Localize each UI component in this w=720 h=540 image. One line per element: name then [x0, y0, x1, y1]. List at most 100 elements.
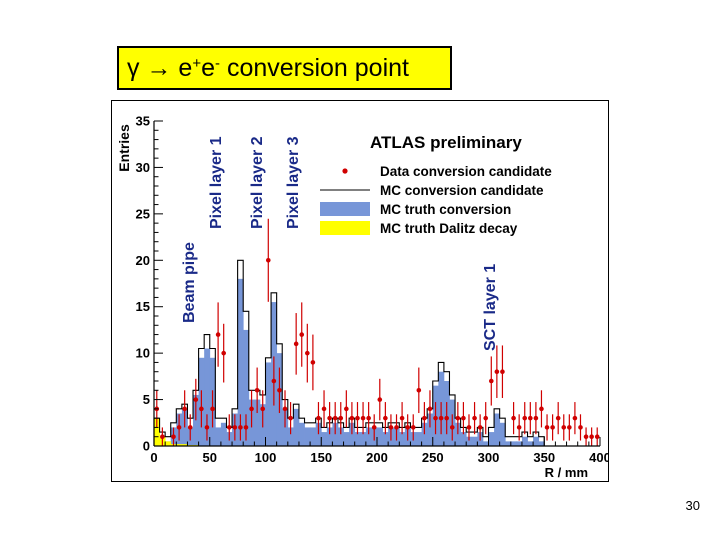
data-marker — [232, 425, 238, 430]
data-point-12 — [226, 414, 232, 441]
plot-area-background — [154, 121, 600, 446]
data-marker — [511, 415, 516, 421]
bar-truth-conversion-66 — [521, 436, 528, 446]
bar-truth-conversion-26 — [298, 422, 305, 446]
data-point-39 — [377, 378, 383, 421]
data-marker — [204, 425, 210, 430]
legend-entry-1: MC conversion candidate — [320, 183, 544, 198]
bar-truth-conversion-63 — [505, 441, 512, 446]
data-point-74 — [578, 414, 583, 441]
data-marker — [528, 415, 533, 421]
data-point-32 — [338, 402, 344, 435]
title-text: conversion point — [226, 54, 409, 82]
data-marker — [461, 415, 466, 421]
data-point-23 — [288, 402, 293, 435]
data-point-18 — [260, 390, 266, 428]
data-marker — [399, 415, 405, 421]
data-marker — [594, 434, 600, 440]
bar-dalitz-4 — [176, 444, 183, 446]
bar-truth-conversion-64 — [510, 441, 517, 446]
data-marker — [544, 425, 550, 430]
data-point-68 — [544, 414, 550, 441]
bar-truth-conversion-33 — [337, 427, 344, 446]
bar-truth-conversion-31 — [326, 427, 333, 446]
data-marker — [215, 332, 221, 337]
data-marker — [433, 415, 438, 421]
bar-truth-conversion-16 — [243, 329, 250, 446]
data-marker — [516, 425, 522, 430]
data-marker — [176, 425, 182, 430]
data-point-67 — [539, 390, 544, 428]
data-marker — [238, 425, 243, 430]
x-tick-label: 400 — [589, 450, 608, 465]
data-point-7 — [199, 390, 204, 428]
bar-truth-conversion-67 — [527, 441, 534, 446]
data-point-55 — [466, 414, 472, 441]
data-marker — [449, 425, 455, 430]
y-tick-label: 20 — [136, 253, 150, 268]
page-number: 30 — [685, 498, 700, 513]
chart-title: ATLAS preliminary — [370, 133, 522, 152]
data-point-63 — [516, 414, 522, 441]
title-plus-sign: + — [192, 55, 202, 72]
data-marker — [550, 425, 555, 430]
data-point-45 — [410, 414, 416, 441]
data-marker — [332, 415, 338, 421]
bar-truth-conversion-61 — [494, 413, 501, 446]
data-marker — [226, 425, 232, 430]
annotation-pixel-layer-2: Pixel layer 2 — [249, 136, 266, 229]
data-marker — [438, 415, 444, 421]
data-marker — [444, 415, 449, 421]
x-axis-label: R / mm — [545, 465, 588, 480]
data-marker — [572, 415, 578, 421]
x-tick-label: 100 — [255, 450, 277, 465]
data-point-24 — [293, 313, 299, 375]
data-point-53 — [455, 402, 461, 435]
data-point-1 — [160, 427, 165, 446]
data-point-11 — [221, 323, 226, 383]
data-marker — [466, 425, 472, 430]
data-point-36 — [360, 402, 366, 435]
conversion-radius-histogram: 0 50 100 150 200 250 300 350 400 0 5 10 15 20 25 30 35 B… — [116, 114, 611, 481]
bar-truth-conversion-15 — [237, 278, 244, 446]
data-marker — [271, 378, 277, 384]
data-marker — [160, 434, 165, 440]
data-marker — [249, 406, 254, 412]
legend-entry-3: MC truth Dalitz decay — [320, 221, 518, 236]
data-marker — [578, 425, 583, 430]
data-point-73 — [572, 402, 578, 435]
bar-truth-conversion-54 — [455, 422, 462, 446]
data-point-30 — [327, 402, 332, 435]
bar-truth-conversion-9 — [204, 348, 211, 446]
slide-title: γ → e+e- conversion point — [117, 46, 452, 90]
data-point-13 — [232, 414, 238, 441]
data-point-56 — [472, 402, 477, 435]
data-marker — [371, 425, 377, 430]
data-point-66 — [533, 402, 539, 435]
title-minus-sign: - — [214, 55, 220, 72]
bar-dalitz-5 — [181, 444, 188, 446]
y-tick-label: 0 — [143, 439, 150, 454]
data-point-70 — [555, 402, 561, 435]
data-marker — [589, 434, 594, 440]
data-point-42 — [394, 414, 399, 441]
data-marker — [410, 425, 416, 430]
data-marker — [299, 332, 305, 337]
bar-truth-conversion-35 — [349, 422, 356, 446]
data-marker — [338, 415, 344, 421]
data-point-15 — [243, 414, 249, 441]
data-point-43 — [399, 402, 405, 435]
data-point-59 — [488, 356, 494, 406]
legend-swatch — [320, 202, 370, 216]
bar-truth-conversion-34 — [343, 432, 350, 446]
bar-truth-conversion-29 — [315, 422, 322, 446]
bar-truth-conversion-40 — [377, 427, 383, 446]
data-point-6 — [193, 378, 199, 421]
x-tick-label: 250 — [422, 450, 444, 465]
data-point-3 — [176, 414, 182, 441]
bar-truth-conversion-68 — [533, 436, 540, 446]
data-point-25 — [299, 302, 305, 367]
y-tick-label: 10 — [136, 346, 150, 361]
bar-truth-conversion-55 — [460, 432, 467, 446]
bar-truth-conversion-62 — [499, 422, 506, 446]
